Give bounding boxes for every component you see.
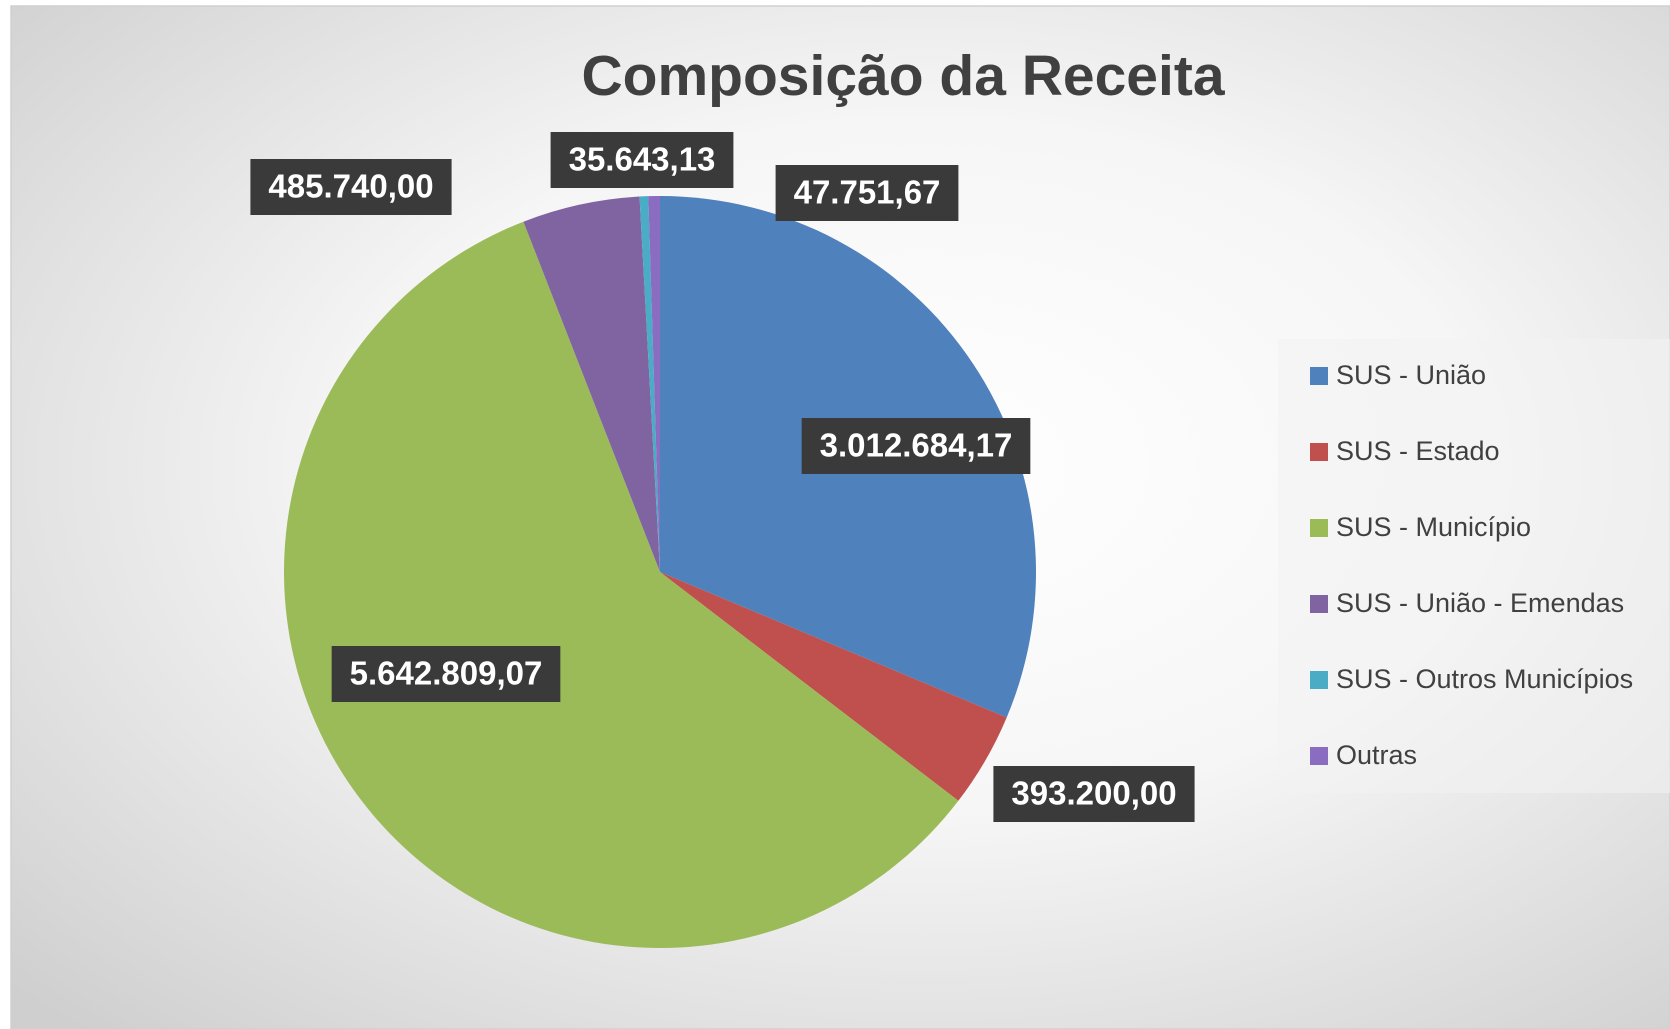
chart-title: Composição da Receita [581,44,1225,108]
legend-label: Outras [1336,740,1417,770]
data-label-box [250,159,452,215]
pie-slice [283,221,959,949]
data-label: 3.012.684,17 [820,427,1013,464]
legend-label: SUS - Estado [1336,436,1500,466]
legend-box [1278,339,1670,793]
data-label-box [775,165,959,221]
legend-swatch [1310,443,1328,461]
pie-slice [660,572,1007,801]
data-label: 485.740,00 [268,168,433,205]
legend-swatch [1310,671,1328,689]
data-label-box [550,132,734,188]
legend-label: SUS - Outros Municípios [1336,664,1633,694]
pie-slice [523,196,660,573]
legend-swatch [1310,595,1328,613]
legend-swatch [1310,519,1328,537]
legend-label: SUS - União - Emendas [1336,588,1624,618]
data-label-box [331,646,561,702]
data-label-box [993,766,1195,822]
pie-slice [639,196,660,573]
data-label: 35.643,13 [569,141,716,178]
legend-label: SUS - União [1336,360,1486,390]
legend-swatch [1310,367,1328,385]
legend-swatch [1310,747,1328,765]
data-label: 5.642.809,07 [350,655,543,692]
data-label-box [801,418,1031,474]
legend-label: SUS - Município [1336,512,1531,542]
data-label: 393.200,00 [1011,775,1176,812]
pie-slice [648,196,660,572]
data-label: 47.751,67 [794,174,941,211]
